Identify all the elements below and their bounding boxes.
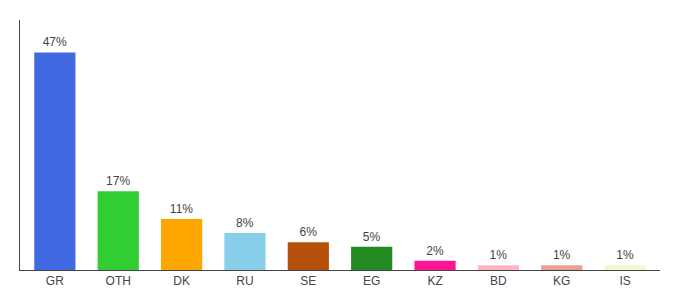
svg-text:1%: 1% — [616, 248, 634, 262]
svg-text:47%: 47% — [43, 35, 67, 49]
svg-text:BD: BD — [490, 274, 507, 288]
svg-text:EG: EG — [363, 274, 380, 288]
svg-text:5%: 5% — [363, 230, 381, 244]
svg-text:1%: 1% — [490, 248, 508, 262]
svg-text:17%: 17% — [106, 174, 130, 188]
svg-text:DK: DK — [173, 274, 190, 288]
svg-text:KZ: KZ — [427, 274, 442, 288]
svg-text:KG: KG — [553, 274, 570, 288]
svg-text:1%: 1% — [553, 248, 571, 262]
svg-text:8%: 8% — [236, 216, 254, 230]
svg-text:SE: SE — [300, 274, 316, 288]
svg-text:6%: 6% — [299, 225, 317, 239]
svg-text:11%: 11% — [170, 202, 193, 216]
svg-text:OTH: OTH — [106, 274, 131, 288]
svg-text:RU: RU — [236, 274, 253, 288]
svg-text:2%: 2% — [426, 244, 444, 258]
svg-text:IS: IS — [619, 274, 630, 288]
svg-text:GR: GR — [46, 274, 64, 288]
